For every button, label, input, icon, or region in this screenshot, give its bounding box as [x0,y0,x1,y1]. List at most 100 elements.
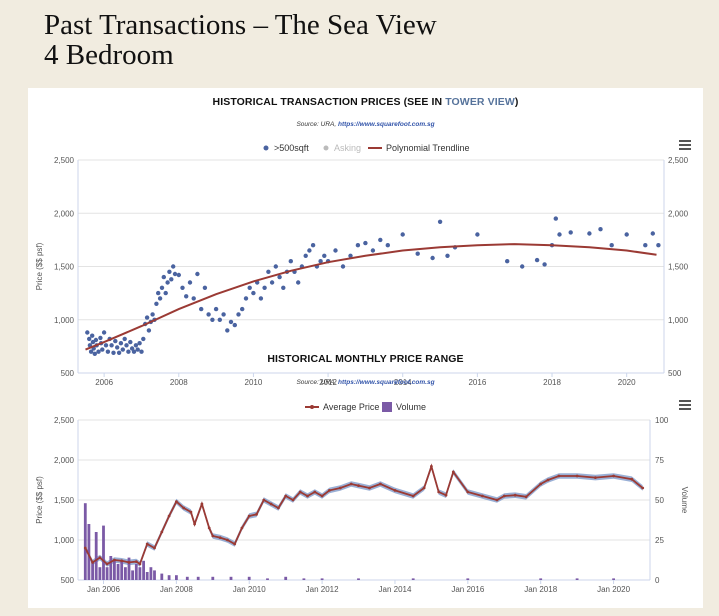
volume-bar[interactable] [83,503,87,580]
average-price-point[interactable] [557,474,561,478]
scatter-point[interactable] [273,264,278,269]
average-price-point[interactable] [226,538,229,542]
volume-bar[interactable] [124,567,127,580]
legend-item-asking[interactable]: Asking [323,143,362,153]
average-price-point[interactable] [379,482,382,486]
scatter-point[interactable] [161,274,166,280]
scatter-point[interactable] [92,351,98,356]
scatter-point[interactable] [115,345,120,350]
scatter-point[interactable] [236,312,241,317]
average-price-point[interactable] [513,493,517,497]
chart2-menu-icon[interactable] [679,400,691,410]
scatter-point[interactable] [269,280,275,285]
volume-bar[interactable] [247,576,251,580]
average-price-point[interactable] [127,561,131,564]
scatter-point[interactable] [187,280,193,285]
legend-item-average-price[interactable]: Average Price [305,402,379,412]
scatter-point[interactable] [303,253,308,258]
average-price-point[interactable] [91,561,94,564]
scatter-point[interactable] [307,248,312,253]
scatter-point[interactable] [225,328,230,333]
average-price-point[interactable] [262,498,266,502]
volume-bar[interactable] [105,567,109,580]
volume-bar[interactable] [113,560,116,580]
average-price-point[interactable] [134,560,138,563]
average-price-point[interactable] [120,559,124,563]
scatter-point[interactable] [598,227,603,232]
scatter-point[interactable] [656,243,661,248]
scatter-point[interactable] [180,285,185,290]
scatter-point[interactable] [520,264,525,269]
scatter-point[interactable] [144,315,150,320]
average-price-point[interactable] [291,498,295,502]
average-price-point[interactable] [349,482,353,486]
average-price-point[interactable] [218,536,222,539]
volume-bar[interactable] [466,578,470,580]
average-price-point[interactable] [182,506,186,510]
scatter-point[interactable] [542,262,547,267]
scatter-point[interactable] [131,349,137,354]
scatter-point[interactable] [415,251,420,256]
scatter-point[interactable] [163,290,168,296]
scatter-point[interactable] [240,306,245,312]
scatter-point[interactable] [88,349,94,354]
average-price-point[interactable] [313,490,317,494]
scatter-point[interactable] [553,216,558,221]
volume-bar[interactable] [91,560,94,580]
average-price-point[interactable] [502,494,506,498]
average-price-point[interactable] [105,562,109,566]
scatter-point[interactable] [137,341,142,346]
volume-bar[interactable] [142,560,145,580]
volume-bar[interactable] [120,560,124,580]
volume-bar[interactable] [411,578,415,580]
scatter-point[interactable] [113,338,118,344]
scatter-point[interactable] [281,285,286,290]
average-price-point[interactable] [175,500,178,503]
average-price-point[interactable] [422,486,426,490]
scatter-point[interactable] [172,271,178,277]
legend-item-volume[interactable]: Volume [382,402,426,412]
volume-bar[interactable] [127,557,131,580]
scatter-point[interactable] [100,347,105,352]
average-price-point[interactable] [539,482,543,486]
scatter-point[interactable] [430,255,435,261]
scatter-point[interactable] [195,271,200,277]
average-price-point[interactable] [277,506,280,510]
scatter-point[interactable] [87,336,92,342]
scatter-point[interactable] [171,264,176,269]
average-price-point[interactable] [247,514,251,518]
volume-bar[interactable] [175,575,178,580]
scatter-point[interactable] [90,333,95,338]
volume-bar[interactable] [87,524,91,580]
scatter-point[interactable] [139,349,144,354]
average-price-point[interactable] [444,493,448,497]
scatter-point[interactable] [101,330,107,335]
average-price-point[interactable] [145,542,149,546]
scatter-point[interactable] [650,231,655,236]
chart1-menu-icon[interactable] [679,140,691,150]
average-price-point[interactable] [306,494,309,498]
volume-bar[interactable] [134,564,138,580]
scatter-point[interactable] [370,248,376,253]
average-price-point[interactable] [630,477,634,481]
average-price-point[interactable] [481,494,484,498]
volume-bar[interactable] [612,578,615,580]
average-price-point[interactable] [430,465,433,468]
volume-bar[interactable] [116,564,120,580]
average-price-point[interactable] [451,470,455,474]
scatter-point[interactable] [322,253,327,258]
scatter-point[interactable] [116,350,122,355]
scatter-point[interactable] [146,328,152,333]
scatter-point[interactable] [129,346,135,351]
scatter-point[interactable] [109,343,114,348]
scatter-point[interactable] [150,312,155,317]
scatter-point[interactable] [105,349,111,354]
scatter-point[interactable] [213,306,219,312]
average-price-point[interactable] [328,489,331,492]
volume-bar[interactable] [94,532,98,580]
scatter-point[interactable] [251,290,256,296]
volume-bar[interactable] [575,578,579,580]
scatter-point[interactable] [154,301,159,306]
average-price-point[interactable] [594,476,597,479]
scatter-point[interactable] [135,347,140,352]
